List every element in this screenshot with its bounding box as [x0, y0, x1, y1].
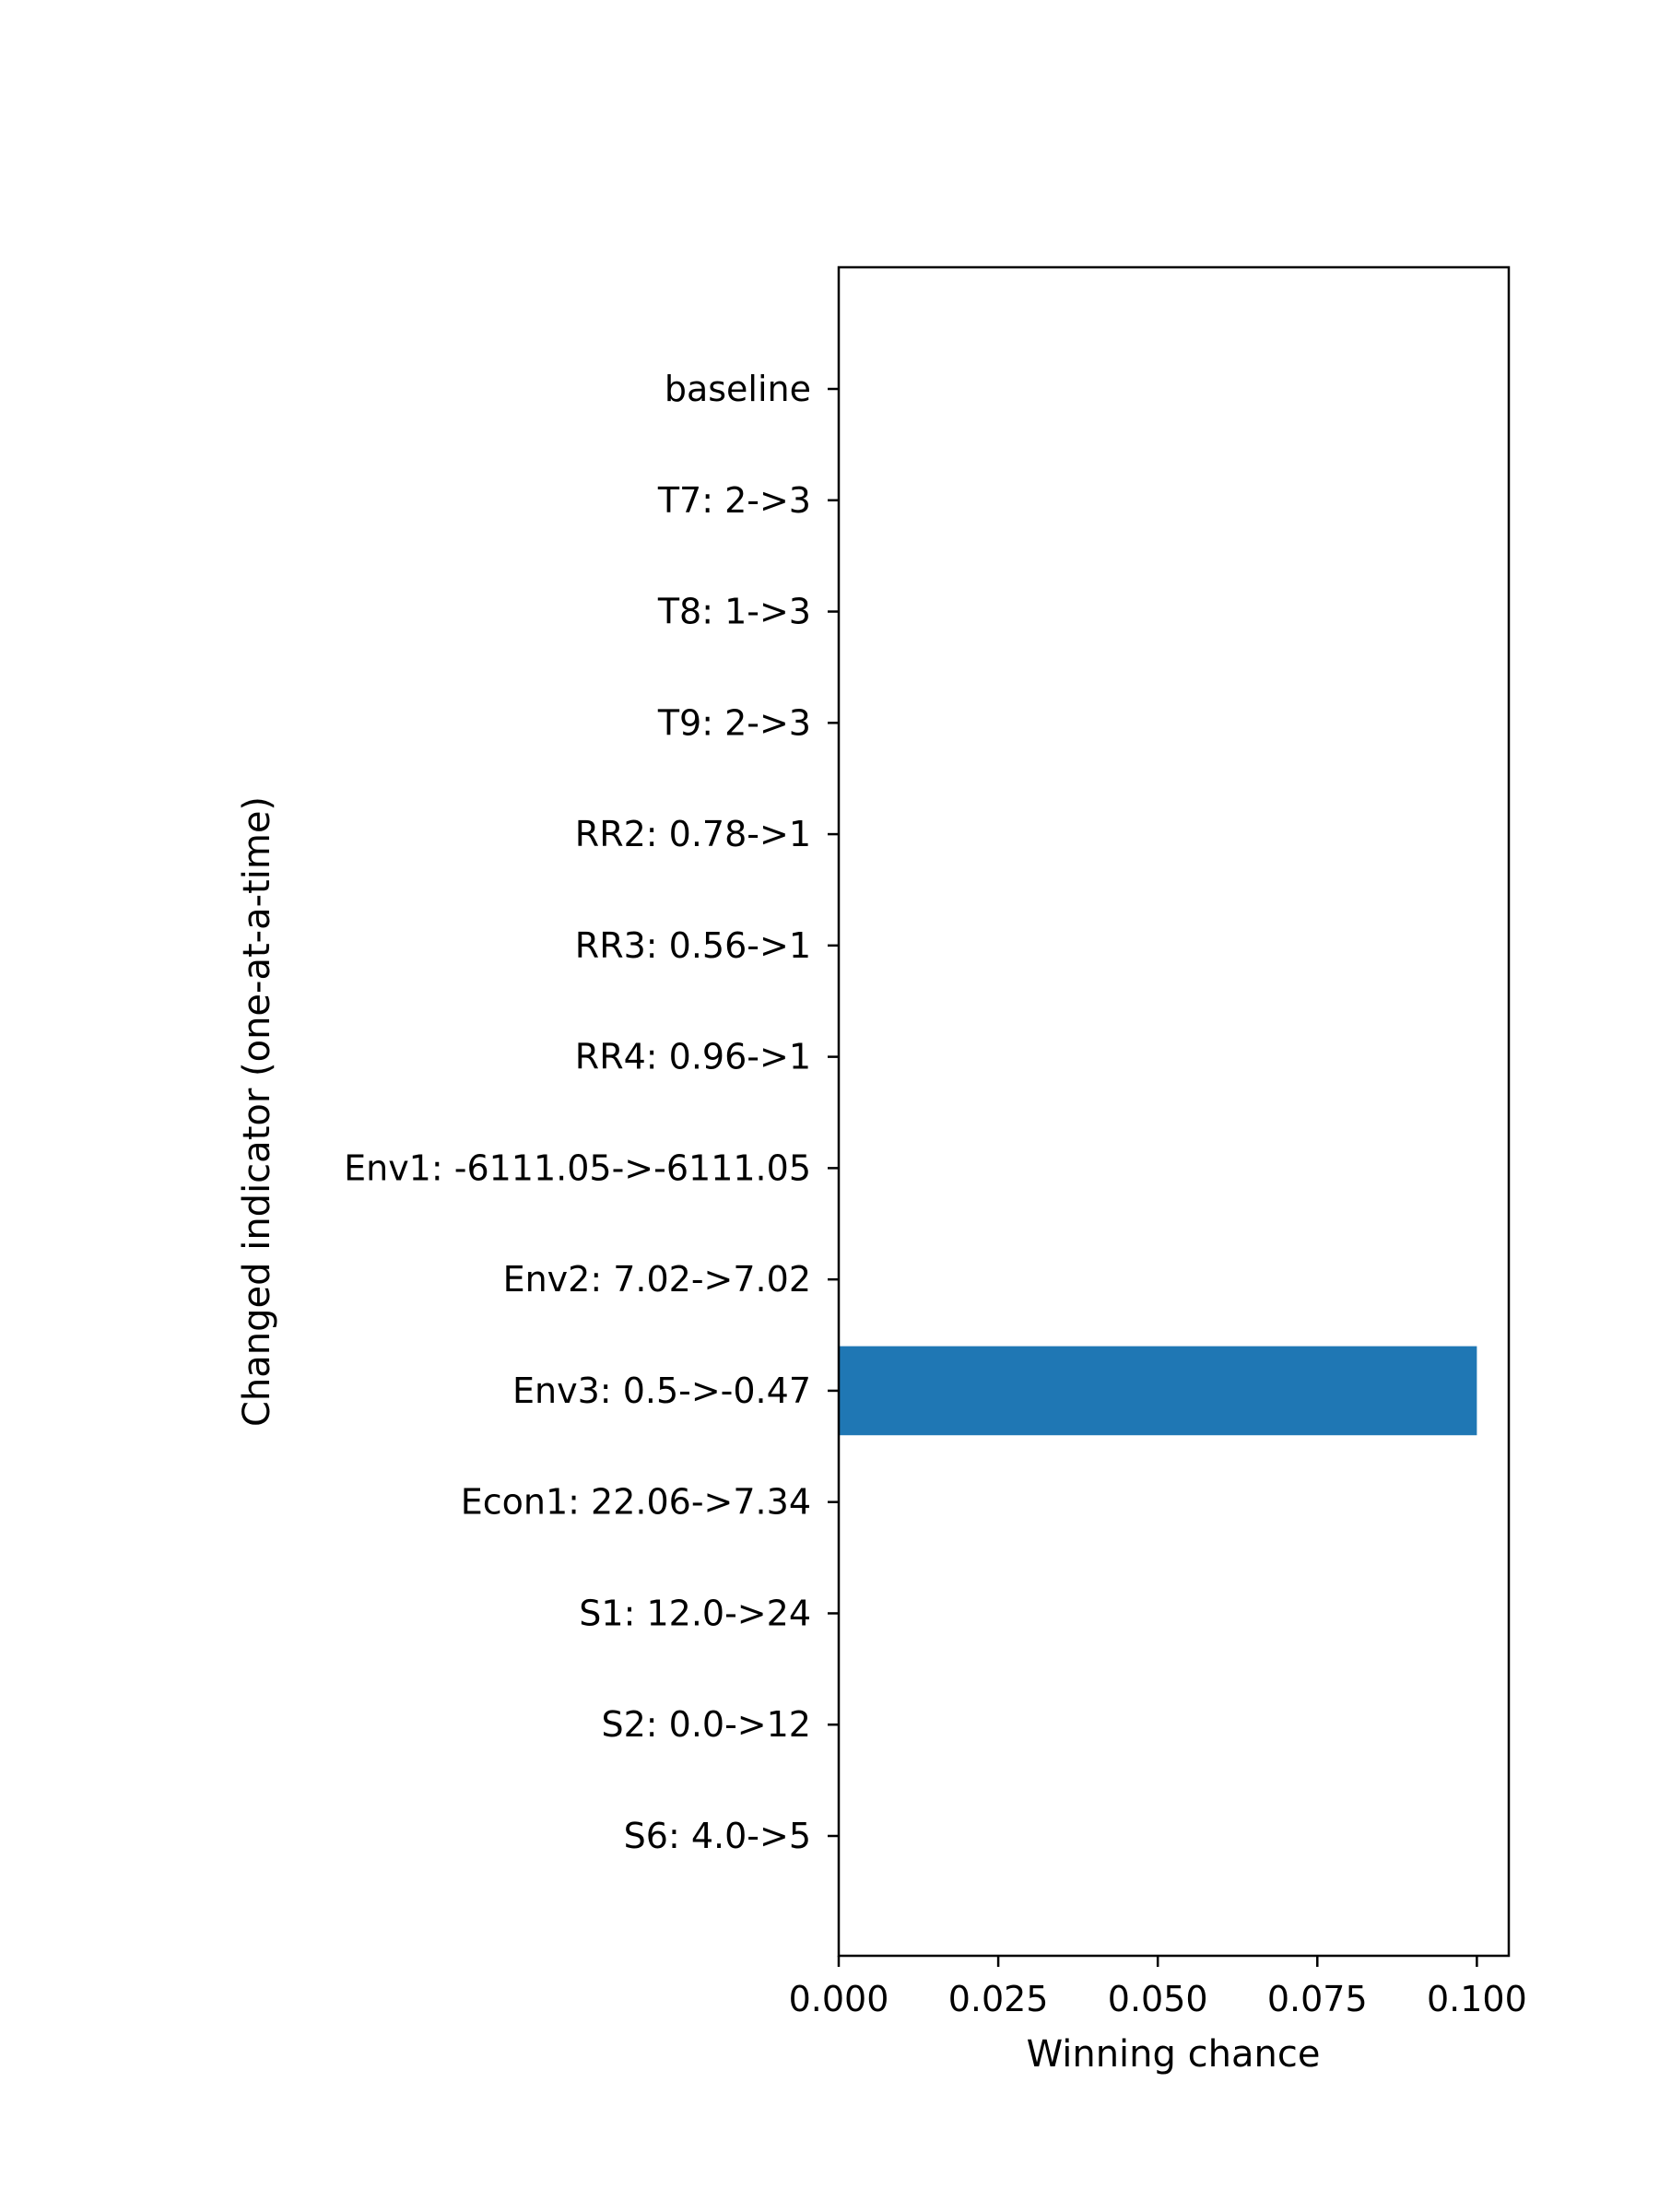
y-tick-label-9: Env3: 0.5->-0.47	[512, 1371, 811, 1411]
x-axis-label: Winning chance	[1027, 2033, 1321, 2076]
x-tick-label-1: 0.025	[948, 1979, 1049, 2019]
bar-9	[839, 1346, 1477, 1436]
y-tick-label-0: baseline	[665, 369, 811, 409]
y-tick-label-1: T7: 2->3	[657, 480, 811, 521]
y-tick-label-13: S6: 4.0->5	[624, 1816, 811, 1856]
x-tick-label-3: 0.075	[1267, 1979, 1368, 2019]
y-tick-label-8: Env2: 7.02->7.02	[503, 1259, 811, 1300]
y-tick-label-6: RR4: 0.96->1	[575, 1037, 811, 1077]
y-tick-label-11: S1: 12.0->24	[579, 1593, 811, 1633]
y-tick-label-10: Econ1: 22.06->7.34	[461, 1482, 811, 1523]
y-tick-label-7: Env1: -6111.05->-6111.05	[344, 1147, 811, 1188]
y-axis-ticks: baseline T7: 2->3 T8: 1->3 T9: 2->3 RR2: 0.7…	[344, 369, 839, 1856]
x-tick-label-0: 0.000	[789, 1979, 889, 2019]
x-tick-label-2: 0.050	[1108, 1979, 1208, 2019]
x-axis-ticks: 0.000 0.025 0.050 0.075 0.100	[789, 1956, 1527, 2019]
y-tick-label-12: S2: 0.0->12	[601, 1704, 811, 1745]
y-axis-label: Changed indicator (one-at-a-time)	[236, 796, 278, 1427]
y-tick-label-5: RR3: 0.56->1	[575, 925, 811, 966]
y-tick-label-3: T9: 2->3	[657, 702, 811, 743]
y-tick-label-4: RR2: 0.78->1	[575, 814, 811, 854]
bars-group	[839, 1346, 1477, 1436]
plot-frame	[837, 265, 1511, 1958]
y-tick-label-2: T8: 1->3	[657, 592, 811, 632]
x-tick-label-4: 0.100	[1427, 1979, 1527, 2019]
